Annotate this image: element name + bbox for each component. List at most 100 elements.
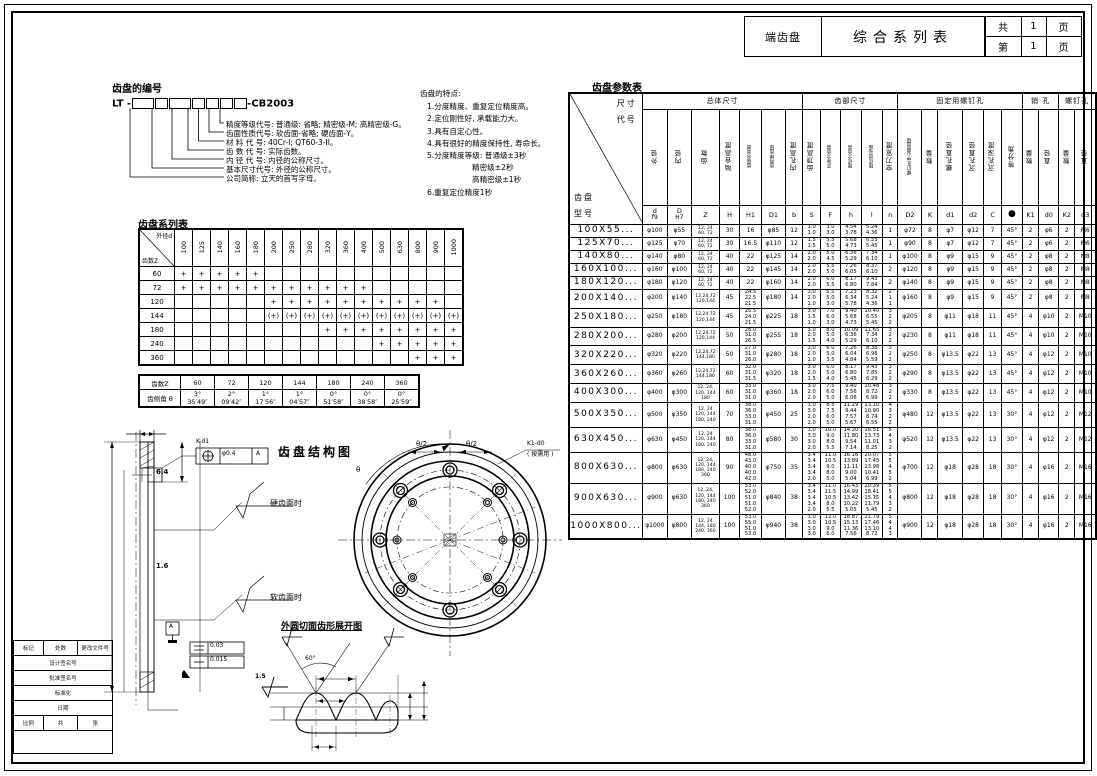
params-cell-l: 7.34 6.10 [860, 249, 883, 264]
params-group-1: 齿部尺寸 [802, 92, 899, 110]
params-cell-b: 18 [784, 364, 804, 385]
series-col-7: 280 [300, 228, 319, 267]
params-cell-l: 8.32 5.24 4.36 [860, 288, 883, 309]
params-cell-S: 3.0 2.0 2.0 [802, 383, 821, 404]
params-cell-D2: φ160 [897, 288, 923, 309]
series-row: 240 + + + + + [138, 336, 464, 351]
angle-z-0: 60 [180, 374, 215, 390]
series-mark-cell [192, 336, 211, 351]
coding-desc-3: 齿 数 代 号: 实际齿数。 [226, 147, 306, 156]
params-cell-K1: 4 [1021, 427, 1040, 453]
params-cell-K1: 2 [1021, 236, 1040, 251]
angle-value-row: 齿侧角 θ 3° 35′49″ 2° 09′42″ 1° 17′56″ 1° 0… [138, 389, 420, 408]
params-cell-ang: 45° [1000, 236, 1023, 251]
series-mark-cell [444, 280, 464, 295]
params-cell-h: 14.20 11.80 9.54 7.14 [839, 427, 862, 453]
params-cell-b: 12 [784, 236, 804, 251]
params-cell-d: φ100 [641, 224, 668, 238]
params-cell-H1: 24.5 22.5 21.5 [739, 288, 762, 309]
params-symbol-5: D1 [760, 205, 786, 225]
params-cell-K: 8 [921, 288, 939, 309]
gear-disc-plan-view: θ θ/2 θ/2 K1-d0 ( 按需用 ) [330, 412, 570, 662]
params-cell-S: 3.0 3.0 2.0 2.0 [802, 402, 821, 428]
series-mark-cell: + [354, 280, 373, 295]
params-cell-S: 3.4 3.4 3.4 3.4 2.0 [802, 451, 821, 484]
params-cell-ang: 30° [1000, 427, 1023, 453]
hole-note: K1-d0 [527, 440, 545, 447]
params-cell-d2: φ22 [961, 364, 985, 385]
params-cell-D2: φ700 [897, 451, 923, 484]
params-cell-C: 13 [983, 383, 1002, 404]
series-mark-cell: + [390, 322, 409, 337]
params-cell-K1: 2 [1021, 288, 1040, 309]
params-cell-Z: 12,24,72 120,144 [690, 326, 721, 347]
params-cell-H: 100 [719, 513, 740, 540]
params-cell-d1: φ13.5 [937, 427, 963, 453]
params-symbol-3: H [719, 205, 740, 225]
record-cell: 张 [77, 715, 113, 731]
params-cell-Z: 12, 24 60, 72 [690, 262, 721, 277]
series-mark-cell: + [282, 280, 301, 295]
series-mark-cell [282, 350, 301, 366]
params-cell-l: 21.79 17.46 13.10 8.72 [860, 513, 883, 540]
params-model-cell: 250X180... [568, 307, 643, 328]
params-cell-l: 5.24 4.36 [860, 224, 883, 238]
series-col-3: 160 [228, 228, 247, 267]
record-row: 比例共张 [13, 715, 113, 731]
title-block: 端齿盘 综合系列表 共 1 页 第 1 页 [744, 16, 1082, 57]
params-symbol-1: D H7 [666, 205, 692, 225]
params-cell-b: 18 [784, 345, 804, 366]
params-cell-C: 18 [983, 513, 1002, 540]
params-cell-d3: M10 [1074, 364, 1097, 385]
params-cell-F: 6.0 5.0 3.5 [819, 345, 841, 366]
params-cell-F: 11.0 10.5 9.0 8.0 5.0 [819, 451, 841, 484]
profile-roughness: 1.5 [255, 673, 266, 680]
params-cell-Z: 12, 24 60, 72 [690, 275, 721, 290]
params-symbol-21: d3 [1074, 205, 1097, 225]
series-mark-cell [210, 322, 229, 337]
params-cell-H: 30 [719, 236, 740, 251]
record-cell-blank [13, 730, 113, 754]
series-mark-cell [318, 266, 337, 281]
params-cell-K2: 2 [1058, 326, 1076, 347]
datum-marker: A [164, 620, 188, 644]
params-cell-H1: 38.0 36.0 33.0 31.0 [739, 427, 762, 453]
params-cell-F: 3.0 3.0 [819, 224, 841, 238]
params-cell-D2: φ205 [897, 307, 923, 328]
coding-leader-lines [129, 108, 224, 178]
series-mark-cell [300, 350, 319, 366]
params-cell-d2: φ28 [961, 451, 985, 484]
params-cell-F: 5.5 5.0 3.0 [819, 288, 841, 309]
params-cell-ang: 45° [1000, 249, 1023, 264]
params-cell-h: 7.23 6.34 5.78 [839, 288, 862, 309]
params-cell-d3: M16 [1074, 482, 1097, 515]
params-cell-H: 40 [719, 262, 740, 277]
params-cell-K2: 2 [1058, 307, 1076, 328]
series-col-4: 180 [246, 228, 265, 267]
params-cell-d3: M12 [1074, 402, 1097, 428]
cross-section-drawing: 6.4 1.6 硬齿面时 软齿面时 K-d1 φ0.4 A [96, 420, 302, 720]
angle-val-1: 2° 09′42″ [214, 389, 249, 408]
angle-z-3: 144 [282, 374, 317, 390]
params-cell-S: 1.0 1.0 [802, 224, 821, 238]
params-cell-F: 7.0 6.0 3.0 [819, 307, 841, 328]
params-model-cell: 320X220... [568, 345, 643, 366]
series-mark-cell: (+) [390, 308, 409, 323]
params-cell-S: 3.0 2.0 1.5 [802, 364, 821, 385]
params-cell-l: 20.07 17.45 13.98 10.41 6.99 [860, 451, 883, 484]
page-label: 第 [985, 36, 1022, 56]
feature-item-5: 5.分度精度等级: 普通级±3秒 [427, 151, 527, 161]
params-symbol-14: d1 [937, 205, 963, 225]
series-mark-cell [228, 350, 247, 366]
params-cell-d2: φ12 [961, 224, 985, 238]
series-mark-cell [408, 280, 427, 295]
params-cell-K: 8 [921, 262, 939, 277]
params-cell-Z: 12,24,72 120,144 [690, 307, 721, 328]
params-cell-H: 100 [719, 482, 740, 515]
params-cell-H1: 27.0 31.0 26.0 [739, 345, 762, 366]
series-mark-cell [318, 336, 337, 351]
feature-item-2: 2.定位刚性好, 承载能力大。 [427, 114, 523, 124]
